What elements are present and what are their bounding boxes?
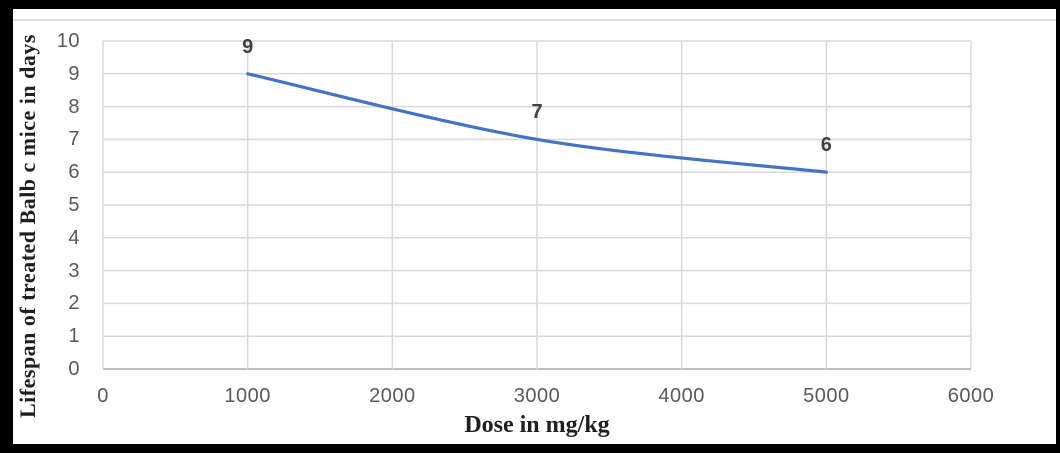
y-axis-title: Lifespan of treated Balb c mice in days [15, 34, 40, 419]
series-line [246, 72, 828, 174]
data-label: 9 [242, 35, 254, 58]
x-tick-label: 4000 [658, 385, 705, 407]
y-tick-label: 3 [68, 259, 80, 282]
chart-background [13, 9, 1056, 444]
x-axis-title: Dose in mg/kg [464, 412, 610, 438]
data-label: 6 [820, 134, 832, 157]
data-label: 7 [531, 101, 543, 124]
x-tick-label: 0 [97, 385, 109, 407]
y-tick-label: 2 [68, 292, 80, 315]
x-tick-label: 2000 [369, 385, 416, 407]
y-tick-label: 8 [68, 95, 80, 118]
y-tick-label: 5 [68, 194, 80, 216]
y-tick-label: 1 [68, 325, 80, 348]
chart-area-top-border [13, 19, 1056, 21]
x-tick-label: 5000 [803, 385, 850, 407]
x-tick-label: 1000 [224, 385, 271, 407]
y-tick-label: 7 [68, 128, 80, 151]
x-tick-label: 6000 [947, 385, 995, 407]
y-tick-label: 9 [68, 62, 80, 85]
y-tick-label: 10 [56, 30, 80, 52]
y-tick-label: 0 [68, 358, 80, 380]
vertical-gridlines [102, 41, 972, 369]
y-tick-label: 6 [68, 161, 80, 184]
x-tick-label: 3000 [513, 385, 561, 407]
y-tick-label: 4 [68, 226, 80, 249]
